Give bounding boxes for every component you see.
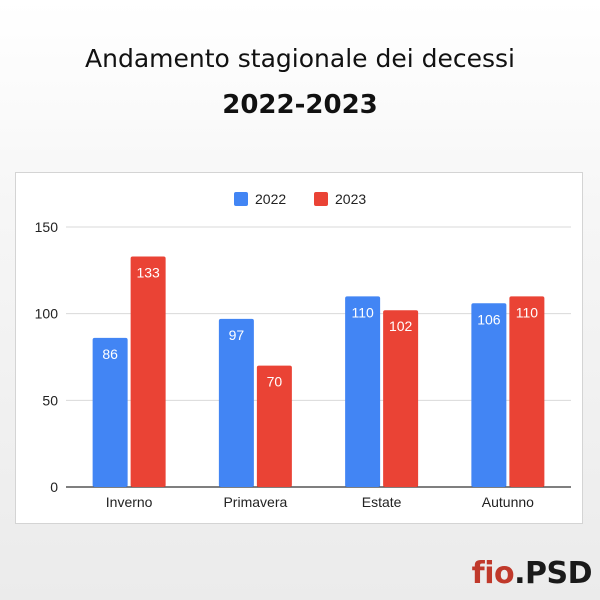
- data-label: 102: [389, 318, 413, 334]
- brand-logo: fio.PSD: [471, 556, 593, 591]
- chart-card: 0 50 100 150 2022 2023 86 133 Inverno 97 70 Primave…: [15, 172, 583, 524]
- y-tick-label: 0: [50, 479, 58, 495]
- data-label: 70: [267, 374, 283, 390]
- legend-label: 2022: [255, 191, 286, 207]
- data-label: 110: [351, 304, 374, 320]
- bar: [218, 318, 254, 487]
- x-tick-label: Estate: [362, 494, 402, 510]
- bar: [509, 296, 545, 487]
- y-tick-label: 50: [42, 392, 58, 408]
- bar-chart: 0 50 100 150 2022 2023 86 133 Inverno 97 70 Primave…: [35, 191, 571, 510]
- logo-text-main: fio: [471, 556, 515, 591]
- x-tick-label: Primavera: [223, 494, 287, 510]
- bar: [130, 256, 166, 487]
- bar: [471, 303, 507, 487]
- data-label: 106: [477, 311, 501, 327]
- data-label: 97: [229, 327, 245, 343]
- x-tick-label: Autunno: [482, 494, 534, 510]
- logo-text-rest: .PSD: [514, 556, 592, 591]
- x-tick-label: Inverno: [106, 494, 153, 510]
- data-label: 133: [136, 264, 160, 280]
- bar: [345, 296, 381, 487]
- bar: [256, 365, 292, 487]
- data-label: 110: [516, 304, 539, 320]
- bar: [92, 337, 128, 487]
- legend-swatch: [234, 192, 248, 206]
- y-tick-label: 100: [35, 306, 59, 322]
- chart-subtitle: 2022-2023: [222, 90, 378, 120]
- bar: [383, 310, 419, 487]
- legend-label: 2023: [335, 191, 366, 207]
- y-tick-label: 150: [35, 219, 59, 235]
- legend-swatch: [314, 192, 328, 206]
- chart-title: Andamento stagionale dei decessi: [85, 44, 515, 73]
- data-label: 86: [102, 346, 118, 362]
